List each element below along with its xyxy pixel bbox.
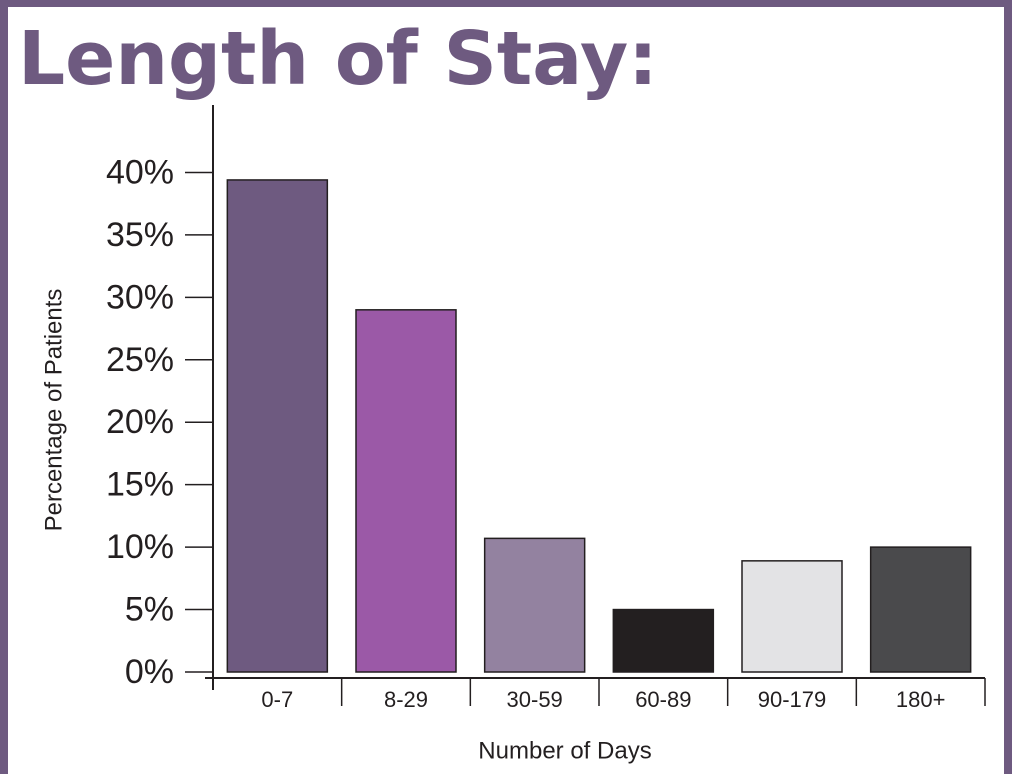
x-tick-label: 0-7 [261,687,293,712]
y-tick-label: 25% [106,341,174,379]
x-tick-label: 8-29 [384,687,428,712]
y-tick-label: 15% [106,466,174,504]
bar [355,309,457,673]
y-tick-label: 5% [125,591,174,629]
bar [741,560,843,673]
y-tick-label: 30% [106,278,174,316]
y-tick-label: 20% [106,403,174,441]
x-tick-label: 60-89 [635,687,691,712]
y-axis-label: Percentage of Patients [40,289,67,532]
bar [226,179,329,673]
x-tick-label: 90-179 [758,687,827,712]
x-tick-label: 30-59 [507,687,563,712]
x-tick-label: 180+ [896,687,946,712]
chart-title: Length of Stay: [18,16,658,102]
bar [483,537,586,673]
bar [869,546,972,673]
x-axis-label: Number of Days [478,737,651,764]
y-tick-label: 35% [106,216,174,254]
y-tick-label: 10% [106,528,174,566]
y-tick-label: 0% [125,653,174,691]
y-tick-label: 40% [106,153,174,191]
bar [612,608,715,673]
